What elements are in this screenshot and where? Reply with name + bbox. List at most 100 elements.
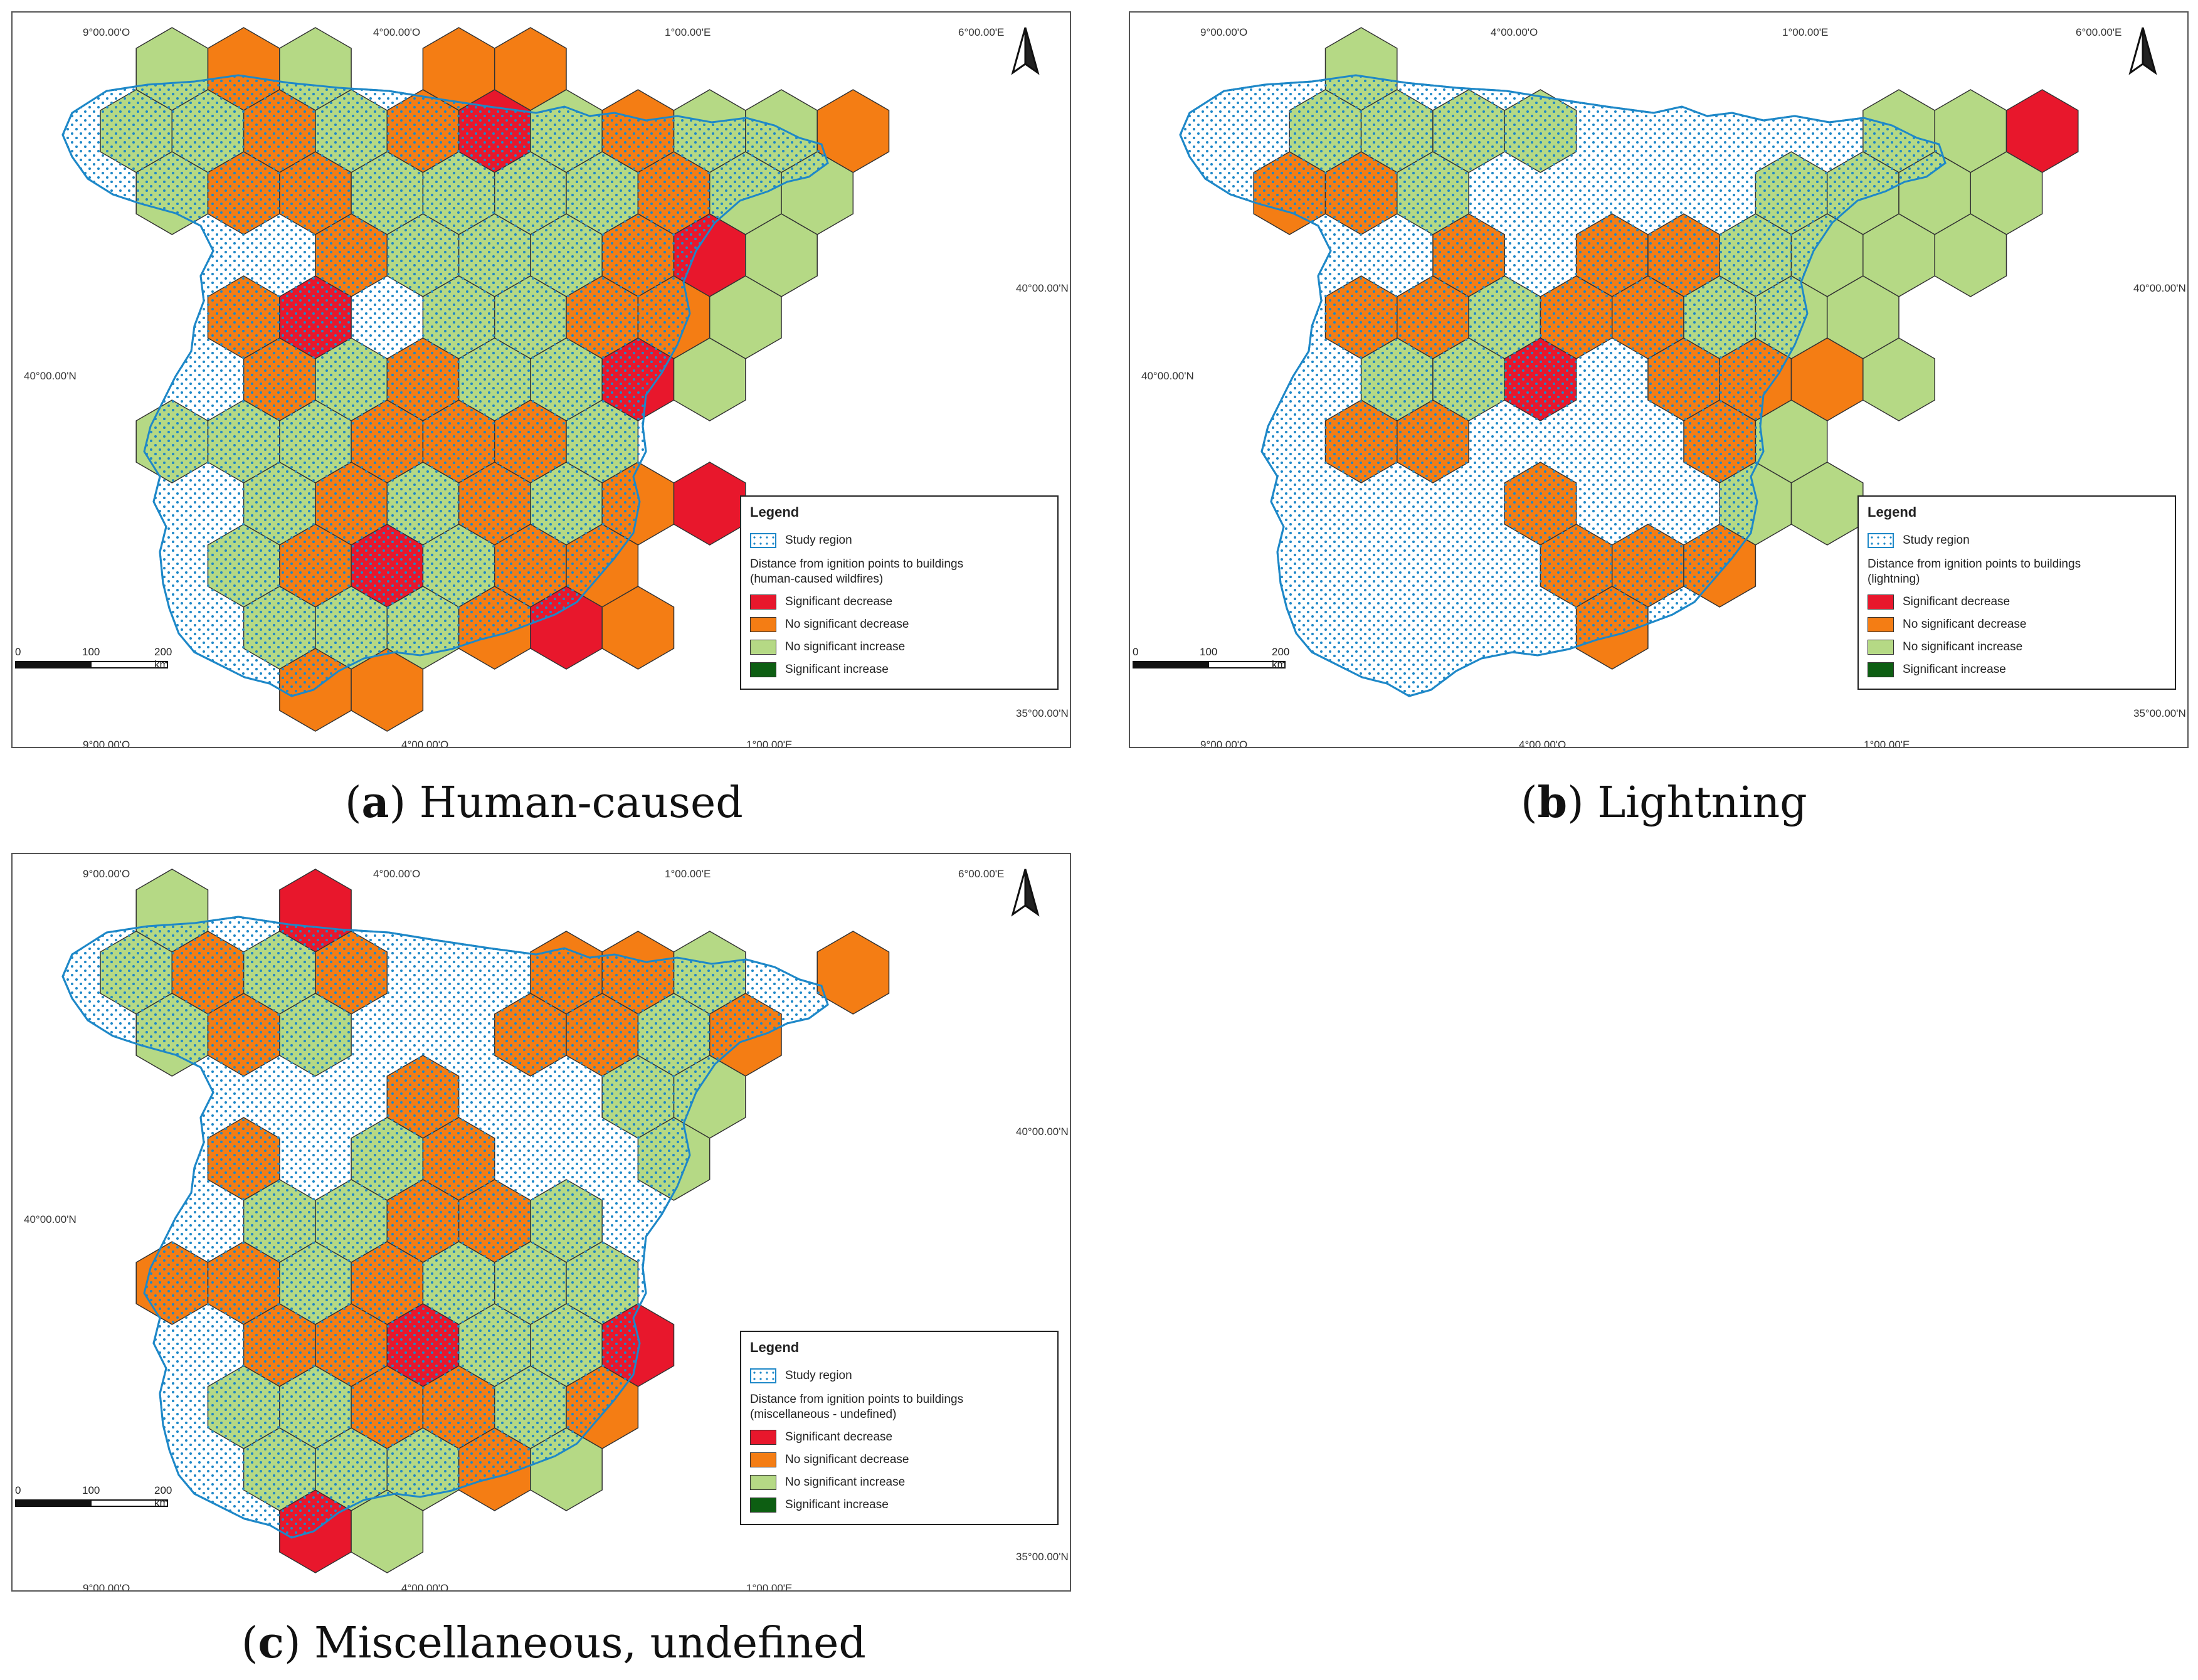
- legend-item: Significant increase: [1868, 658, 2166, 681]
- hex-cell: [816, 931, 890, 1015]
- study-region-overlay: [61, 74, 829, 697]
- coord-label-top: 9°00.00'O: [83, 26, 130, 38]
- legend-swatch: [750, 1475, 776, 1490]
- legend-study-label: Study region: [785, 534, 852, 547]
- map-frame-c: 9°00.00'O 4°00.00'O 1°00.00'E 6°00.00'E 9°00…: [11, 853, 1071, 1592]
- legend-subtitle-line2: (human-caused wildfires): [750, 573, 884, 586]
- scale-label-mid: 100: [1200, 646, 1218, 658]
- scale-label-end: 200 km: [154, 646, 172, 670]
- coord-label-bottom: 4°00.00'O: [401, 739, 449, 748]
- scale-label-end: 200 km: [154, 1484, 172, 1509]
- legend-item-label: Significant increase: [785, 663, 889, 676]
- coord-label-top: 6°00.00'E: [958, 26, 1005, 38]
- map-canvas-a: [61, 27, 890, 732]
- legend-item: No significant decrease: [750, 613, 1049, 636]
- scale-bar: 0 100 200 km: [15, 646, 184, 670]
- legend-item: No significant decrease: [750, 1449, 1049, 1471]
- scale-label-zero: 0: [15, 646, 21, 658]
- legend-swatch: [750, 640, 776, 655]
- coord-label-bottom: 1°00.00'E: [746, 739, 793, 748]
- legend-title: Legend: [750, 504, 800, 520]
- coord-label-bottom: 4°00.00'O: [401, 1582, 449, 1592]
- hex-cell: [1790, 462, 1864, 546]
- coord-label-bottom: 1°00.00'E: [1864, 739, 1910, 748]
- scale-bar: 0 100 200 km: [15, 1484, 184, 1509]
- legend-item-label: Significant decrease: [785, 595, 893, 608]
- coord-label-top: 6°00.00'E: [2076, 26, 2122, 38]
- coord-label-top: 9°00.00'O: [83, 868, 130, 880]
- legend-subtitle-line1: Distance from ignition points to buildin…: [1868, 557, 2081, 571]
- hex-cell: [601, 586, 675, 670]
- north-arrow-icon: [2128, 27, 2157, 75]
- north-arrow-icon: [1011, 27, 1040, 75]
- legend-subtitle: Distance from ignition points to buildin…: [750, 1392, 1049, 1422]
- coord-label-top: 1°00.00'E: [665, 26, 711, 38]
- legend-swatch: [1868, 594, 1894, 610]
- legend-subtitle-line1: Distance from ignition points to buildin…: [750, 1393, 964, 1406]
- north-arrow-icon: [1011, 869, 1040, 917]
- coord-label-top: 6°00.00'E: [958, 868, 1005, 880]
- legend-swatch: [750, 1498, 776, 1513]
- coord-label-right: 35°00.00'N: [1016, 1551, 1069, 1563]
- coord-label-bottom: 9°00.00'O: [83, 1582, 130, 1592]
- legend-item: Significant increase: [750, 658, 1049, 681]
- coord-label-right: 40°00.00'N: [1016, 1126, 1069, 1138]
- coord-label-top: 4°00.00'O: [373, 868, 421, 880]
- legend-item-study: Study region: [750, 529, 1049, 552]
- study-region-overlay: [61, 916, 829, 1539]
- study-region-swatch: [750, 1368, 776, 1383]
- legend-box: Legend Study region Distance from ignition…: [1857, 495, 2176, 690]
- coord-label-bottom: 9°00.00'O: [83, 739, 130, 748]
- legend-swatch: [1868, 640, 1894, 655]
- hex-cell: [1934, 213, 2007, 297]
- legend-item-label: No significant increase: [1903, 640, 2023, 653]
- legend-item-study: Study region: [750, 1365, 1049, 1387]
- legend-subtitle-line1: Distance from ignition points to buildin…: [750, 557, 964, 571]
- legend-item-label: No significant decrease: [785, 1453, 909, 1466]
- coord-label-left: 40°00.00'N: [24, 370, 77, 382]
- legend-box: Legend Study region Distance from ignition…: [740, 1331, 1059, 1525]
- caption-a: (a) Human-caused: [345, 778, 743, 828]
- legend-item: No significant increase: [1868, 636, 2166, 658]
- coord-label-bottom: 1°00.00'E: [746, 1582, 793, 1592]
- caption-c: (c) Miscellaneous, undefined: [241, 1618, 866, 1668]
- legend-item: No significant increase: [750, 1471, 1049, 1494]
- legend-study-label: Study region: [1903, 534, 1970, 547]
- scale-label-mid: 100: [82, 1484, 100, 1496]
- coord-label-left: 40°00.00'N: [1141, 370, 1194, 382]
- legend-item: Significant decrease: [1868, 591, 2166, 613]
- coord-label-right: 40°00.00'N: [2133, 282, 2186, 294]
- hex-cell: [673, 337, 746, 421]
- coord-label-top: 4°00.00'O: [1491, 26, 1538, 38]
- legend-swatch: [750, 1452, 776, 1467]
- legend-item-label: Significant increase: [1903, 663, 2006, 676]
- legend-subtitle-line2: (lightning): [1868, 573, 1920, 586]
- hex-cell: [351, 1489, 424, 1573]
- legend-study-label: Study region: [785, 1369, 852, 1382]
- coord-label-right: 35°00.00'N: [2133, 707, 2186, 719]
- legend-item-label: No significant increase: [785, 640, 906, 653]
- legend-item: Significant decrease: [750, 1426, 1049, 1449]
- map-frame-a: 9°00.00'O 4°00.00'O 1°00.00'E 6°00.00'E 9°00…: [11, 11, 1071, 748]
- legend-subtitle: Distance from ignition points to buildin…: [1868, 557, 2166, 587]
- legend-swatch: [1868, 617, 1894, 632]
- legend-item: No significant increase: [750, 636, 1049, 658]
- map-canvas-c: [61, 869, 890, 1573]
- scale-bar: 0 100 200 km: [1133, 646, 1302, 670]
- legend-item-label: No significant decrease: [785, 618, 909, 631]
- coord-label-top: 9°00.00'O: [1200, 26, 1248, 38]
- coord-label-left: 40°00.00'N: [24, 1213, 77, 1225]
- map-canvas-b: [1179, 27, 2079, 697]
- coord-label-right: 35°00.00'N: [1016, 707, 1069, 719]
- coord-label-top: 4°00.00'O: [373, 26, 421, 38]
- hex-cell: [1862, 337, 1935, 421]
- scale-label-zero: 0: [1133, 646, 1139, 658]
- legend-item-label: Significant increase: [785, 1498, 889, 1511]
- legend-swatch: [750, 594, 776, 610]
- coord-label-right: 40°00.00'N: [1016, 282, 1069, 294]
- scale-label-mid: 100: [82, 646, 100, 658]
- scale-label-end: 200 km: [1272, 646, 1290, 670]
- caption-b: (b) Lightning: [1521, 778, 1807, 828]
- coord-label-bottom: 4°00.00'O: [1519, 739, 1567, 748]
- legend-item-study: Study region: [1868, 529, 2166, 552]
